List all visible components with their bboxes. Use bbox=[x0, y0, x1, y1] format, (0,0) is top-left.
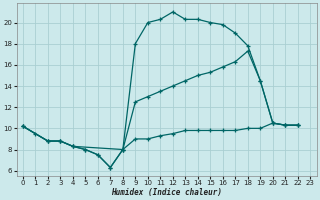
X-axis label: Humidex (Indice chaleur): Humidex (Indice chaleur) bbox=[111, 188, 222, 197]
